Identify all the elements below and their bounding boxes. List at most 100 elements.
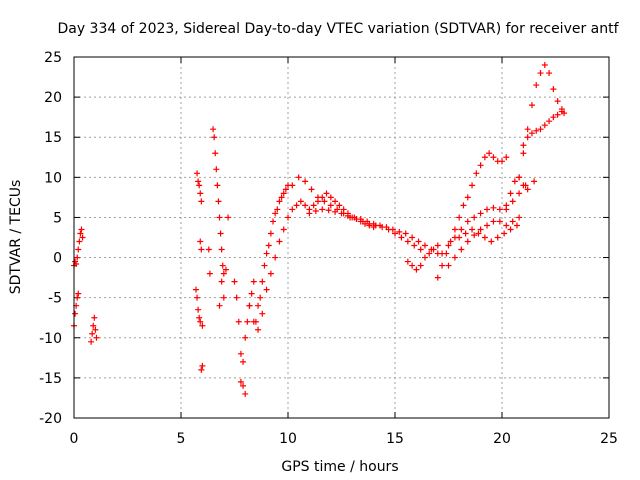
y-tick-label: 0 [53,251,62,267]
data-point [272,254,279,261]
data-point [503,222,510,229]
data-point [464,238,471,245]
data-point [541,122,548,129]
data-point [220,294,227,301]
data-points [71,62,568,397]
data-point [75,246,82,253]
data-point [409,234,416,241]
data-point [447,238,454,245]
data-point [263,250,270,257]
data-point [216,214,223,221]
data-point [402,230,409,237]
data-point [398,234,405,241]
data-point [263,286,270,293]
data-point [217,230,224,237]
data-point [246,302,253,309]
data-point [550,86,557,93]
data-point [481,154,488,161]
data-point [507,226,514,233]
x-tick-label: 0 [70,431,79,447]
data-point [250,318,257,325]
data-point [499,158,505,165]
data-point [550,114,557,121]
data-point [524,134,531,141]
data-point [225,214,232,221]
data-point [272,210,279,217]
data-point [212,150,219,157]
data-point [484,206,491,213]
data-point [469,182,476,189]
data-point [197,238,204,245]
data-point [242,390,249,397]
data-point [332,208,339,215]
data-point [471,232,478,239]
data-point [310,202,317,209]
data-point [194,170,201,177]
data-point [509,218,516,225]
data-point [210,126,217,133]
data-point [451,254,458,261]
data-point [237,378,244,385]
y-tick-label: -20 [39,411,62,427]
data-point [321,198,328,205]
data-point [524,126,531,133]
data-point [445,262,452,269]
data-point [445,242,452,249]
data-point [220,270,227,277]
data-point [370,220,377,227]
data-point [537,126,544,133]
data-point [255,302,262,309]
data-point [516,214,523,221]
data-point [464,218,471,225]
data-point [237,350,244,357]
data-point [332,198,339,205]
chart-title: Day 334 of 2023, Sidereal Day-to-day VTE… [57,21,619,37]
data-point [417,262,424,269]
data-point [528,130,535,137]
y-tick-label: 5 [53,210,62,226]
data-point [295,174,302,181]
y-tick-label: 15 [44,130,62,146]
data-point [537,70,544,77]
data-point [214,182,221,189]
data-point [458,226,465,233]
data-point [308,186,315,193]
data-point [481,234,488,241]
data-point [413,266,420,273]
data-point [509,198,516,205]
data-point [520,182,527,189]
y-tick-label: 10 [44,170,62,186]
data-point [259,310,266,317]
data-point [280,226,287,233]
data-point [261,262,268,269]
data-point [520,142,527,149]
data-point [503,154,510,161]
data-point [546,118,553,125]
data-point [231,278,238,285]
data-point [216,302,223,309]
x-axis-label: GPS time / hours [281,459,398,475]
data-point [233,294,240,301]
data-point [533,127,540,134]
data-point [278,194,285,201]
data-point [409,262,416,269]
data-point [199,322,206,329]
data-point [90,322,97,329]
data-point [462,230,469,237]
data-point [91,314,98,321]
y-tick-label: -5 [48,291,62,307]
data-point [389,226,396,233]
data-point [541,62,548,69]
x-tick-label: 5 [177,431,186,447]
data-point [392,230,398,237]
data-point [198,246,205,253]
y-tick-label: 25 [44,50,62,66]
data-point [496,218,503,225]
data-point [289,206,296,213]
data-point [323,190,330,197]
data-point [244,318,251,325]
data-point [274,206,281,213]
y-tick-label: -10 [39,331,62,347]
data-point [289,182,296,189]
